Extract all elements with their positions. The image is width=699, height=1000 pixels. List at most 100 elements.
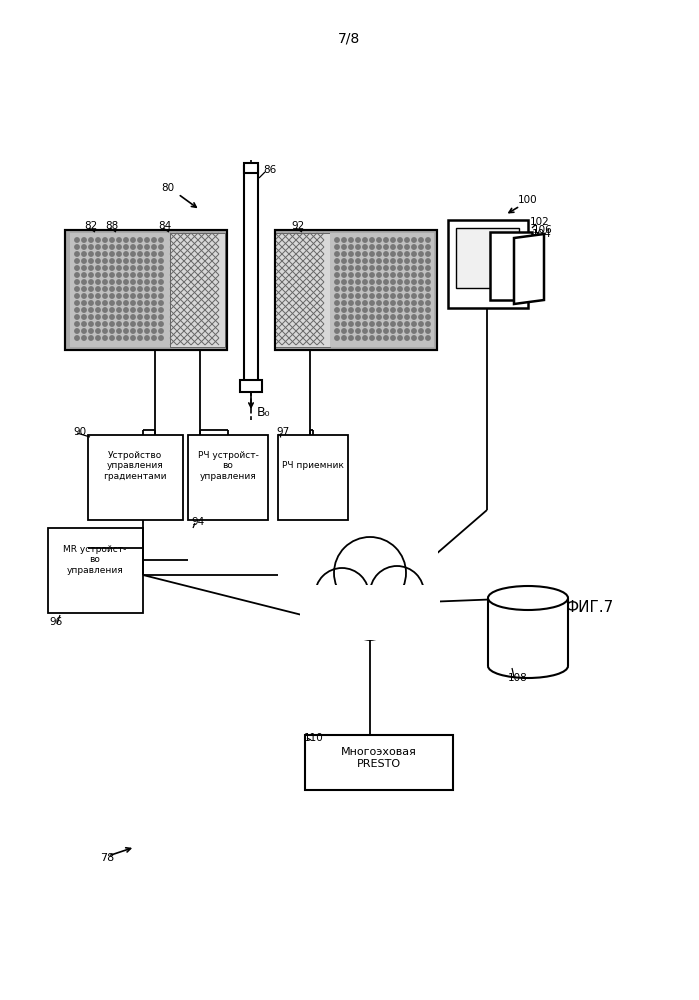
Text: MR устройст-
во
управления: MR устройст- во управления: [64, 545, 127, 575]
Circle shape: [384, 308, 388, 312]
Text: 102: 102: [530, 217, 550, 227]
Circle shape: [335, 252, 339, 256]
Circle shape: [384, 280, 388, 284]
Circle shape: [75, 329, 79, 333]
Circle shape: [349, 301, 353, 305]
Circle shape: [405, 266, 409, 270]
Circle shape: [110, 245, 114, 249]
Circle shape: [426, 301, 430, 305]
Circle shape: [117, 315, 121, 319]
Text: 97: 97: [276, 427, 289, 437]
Circle shape: [82, 259, 86, 263]
Circle shape: [398, 273, 402, 277]
Circle shape: [426, 336, 430, 340]
Circle shape: [82, 308, 86, 312]
Bar: [170, 233, 225, 347]
Circle shape: [370, 252, 374, 256]
Circle shape: [370, 301, 374, 305]
Circle shape: [110, 266, 114, 270]
Circle shape: [117, 259, 121, 263]
Circle shape: [117, 329, 121, 333]
Circle shape: [124, 308, 128, 312]
Circle shape: [342, 238, 346, 242]
Circle shape: [159, 308, 163, 312]
Circle shape: [75, 287, 79, 291]
Circle shape: [342, 266, 346, 270]
Circle shape: [426, 308, 430, 312]
Circle shape: [426, 266, 430, 270]
Circle shape: [117, 252, 121, 256]
Circle shape: [96, 322, 100, 326]
Circle shape: [356, 329, 360, 333]
Circle shape: [82, 252, 86, 256]
Circle shape: [96, 336, 100, 340]
Circle shape: [391, 329, 395, 333]
Circle shape: [363, 245, 367, 249]
Circle shape: [384, 259, 388, 263]
Circle shape: [145, 315, 149, 319]
Circle shape: [117, 238, 121, 242]
Circle shape: [370, 287, 374, 291]
Circle shape: [342, 301, 346, 305]
Circle shape: [117, 287, 121, 291]
Circle shape: [349, 322, 353, 326]
Circle shape: [412, 336, 416, 340]
Circle shape: [96, 238, 100, 242]
Circle shape: [391, 336, 395, 340]
Circle shape: [131, 252, 135, 256]
Bar: [275, 233, 330, 347]
Circle shape: [103, 287, 107, 291]
Circle shape: [370, 322, 374, 326]
Circle shape: [89, 336, 93, 340]
Circle shape: [82, 322, 86, 326]
Text: 106: 106: [533, 225, 553, 235]
Text: РЧ приемник: РЧ приемник: [282, 462, 344, 471]
Circle shape: [398, 322, 402, 326]
Circle shape: [152, 315, 156, 319]
Circle shape: [377, 238, 381, 242]
Circle shape: [117, 322, 121, 326]
Circle shape: [103, 336, 107, 340]
Circle shape: [342, 322, 346, 326]
Bar: [488, 598, 568, 666]
Circle shape: [384, 266, 388, 270]
Circle shape: [110, 259, 114, 263]
Bar: [88, 435, 183, 520]
Circle shape: [110, 252, 114, 256]
Circle shape: [145, 322, 149, 326]
Circle shape: [412, 238, 416, 242]
Circle shape: [335, 266, 339, 270]
Circle shape: [349, 273, 353, 277]
Circle shape: [124, 245, 128, 249]
Circle shape: [370, 315, 374, 319]
Circle shape: [75, 294, 79, 298]
Circle shape: [384, 294, 388, 298]
Circle shape: [131, 322, 135, 326]
Circle shape: [335, 245, 339, 249]
Circle shape: [426, 273, 430, 277]
Circle shape: [103, 301, 107, 305]
Circle shape: [131, 329, 135, 333]
Circle shape: [138, 301, 142, 305]
Circle shape: [117, 280, 121, 284]
Circle shape: [342, 252, 346, 256]
Circle shape: [152, 266, 156, 270]
Circle shape: [398, 308, 402, 312]
Circle shape: [89, 329, 93, 333]
Circle shape: [89, 266, 93, 270]
Circle shape: [75, 315, 79, 319]
Circle shape: [75, 238, 79, 242]
Circle shape: [391, 266, 395, 270]
Circle shape: [159, 245, 163, 249]
Circle shape: [405, 308, 409, 312]
Circle shape: [398, 301, 402, 305]
Circle shape: [412, 273, 416, 277]
Circle shape: [131, 266, 135, 270]
Text: РЧ устройст-
во
управления: РЧ устройст- во управления: [198, 451, 259, 481]
Circle shape: [412, 287, 416, 291]
Circle shape: [405, 252, 409, 256]
Text: Многоэховая
PRESTO: Многоэховая PRESTO: [341, 747, 417, 769]
Circle shape: [419, 266, 423, 270]
Circle shape: [419, 329, 423, 333]
Circle shape: [89, 322, 93, 326]
